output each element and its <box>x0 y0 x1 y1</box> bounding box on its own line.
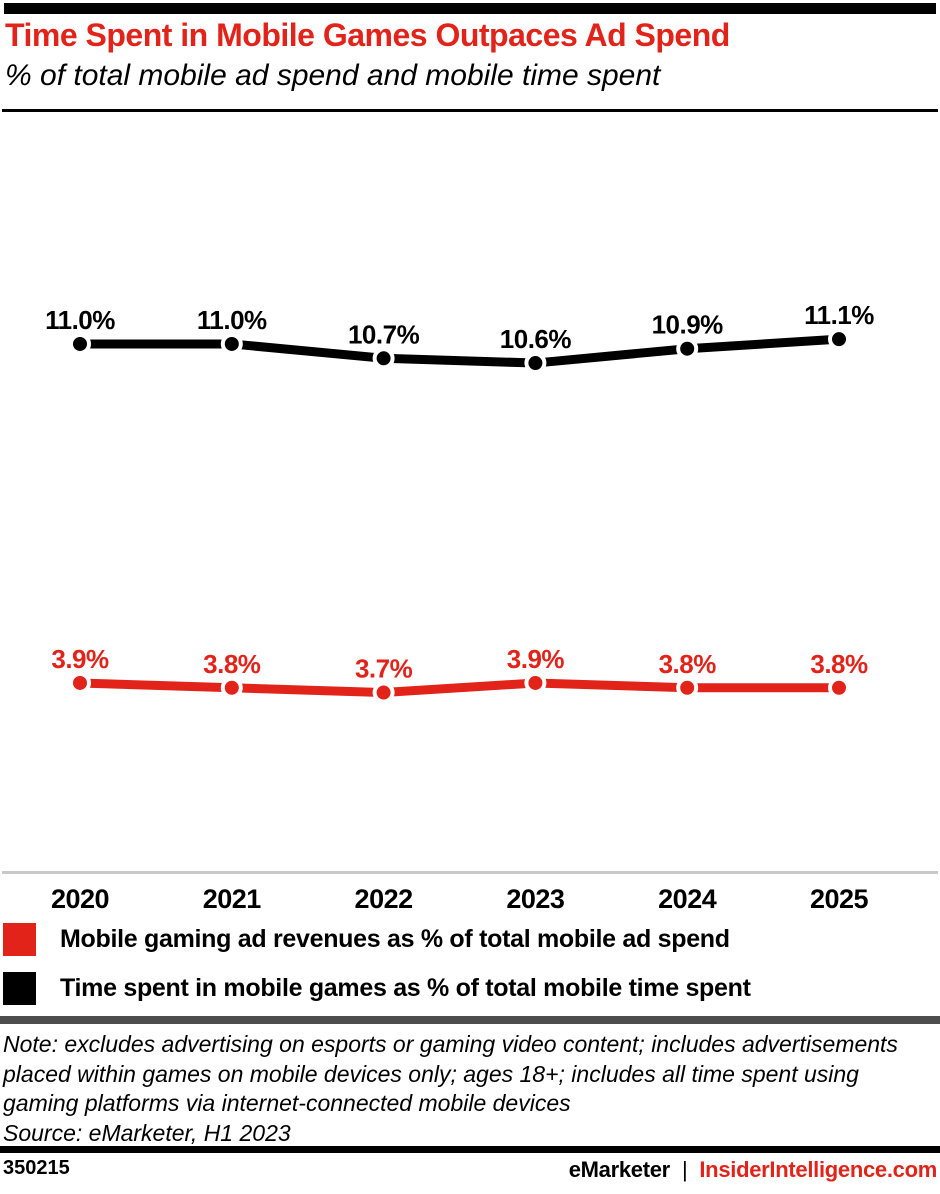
legend-label: Mobile gaming ad revenues as % of total … <box>60 925 730 953</box>
note-text: Note: excludes advertising on esports or… <box>3 1031 898 1116</box>
source-text: Source: eMarketer, H1 2023 <box>3 1119 291 1146</box>
footer-bar <box>0 1146 940 1153</box>
data-point <box>69 332 91 355</box>
page-subtitle: % of total mobile ad spend and mobile ti… <box>5 59 661 92</box>
data-point <box>676 676 699 699</box>
data-point <box>372 681 395 704</box>
data-point-label: 10.9% <box>652 310 724 340</box>
legend-item-time-spent: Time spent in mobile games as % of total… <box>3 972 751 1005</box>
series-line <box>79 678 839 698</box>
x-axis-label: 2024 <box>658 884 717 914</box>
x-axis-label: 2023 <box>506 884 565 914</box>
footer: 350215 eMarketer | InsiderIntelligence.c… <box>3 1157 937 1183</box>
footnote-block: Note: excludes advertising on esports or… <box>3 1030 913 1148</box>
data-point <box>524 352 547 375</box>
data-point <box>828 328 850 351</box>
data-point-label: 11.0% <box>197 305 267 335</box>
chart-id: 350215 <box>3 1157 70 1179</box>
data-point-label: 3.9% <box>51 644 109 674</box>
legend-swatch-black <box>3 972 36 1005</box>
data-point-label: 11.1% <box>804 300 874 330</box>
data-point-label: 3.8% <box>203 649 261 679</box>
data-point <box>220 332 243 355</box>
data-point <box>676 337 699 360</box>
brand-separator: | <box>681 1157 688 1182</box>
page-title: Time Spent in Mobile Games Outpaces Ad S… <box>5 17 730 53</box>
data-point <box>524 671 547 694</box>
legend-swatch-red <box>3 923 36 956</box>
data-point <box>220 676 243 699</box>
x-axis-label: 2022 <box>355 884 413 914</box>
x-axis-line <box>2 871 938 874</box>
data-point-label: 3.9% <box>507 644 565 674</box>
data-point-label: 3.8% <box>810 649 868 679</box>
data-point-label: 3.8% <box>659 649 717 679</box>
brand-emarketer: eMarketer <box>568 1157 671 1182</box>
data-point-label: 10.7% <box>348 319 420 349</box>
x-axis-label: 2025 <box>810 884 869 914</box>
data-point-label: 11.0% <box>45 305 115 335</box>
x-axis-label: 2020 <box>51 884 109 914</box>
legend-item-ad-revenues: Mobile gaming ad revenues as % of total … <box>3 923 730 956</box>
data-point <box>372 347 395 370</box>
data-point <box>828 676 850 699</box>
top-bar <box>4 3 936 14</box>
x-axis-label: 2021 <box>203 884 262 914</box>
brand-lockup: eMarketer | InsiderIntelligence.com <box>568 1157 938 1183</box>
series-line <box>80 334 840 368</box>
data-point-label: 10.6% <box>500 324 572 354</box>
header-divider <box>2 109 938 112</box>
brand-insiderintelligence: InsiderIntelligence.com <box>699 1157 937 1182</box>
legend-label: Time spent in mobile games as % of total… <box>60 974 751 1002</box>
data-point <box>69 671 91 694</box>
data-point-label: 3.7% <box>355 654 413 684</box>
note-divider <box>0 1016 940 1024</box>
